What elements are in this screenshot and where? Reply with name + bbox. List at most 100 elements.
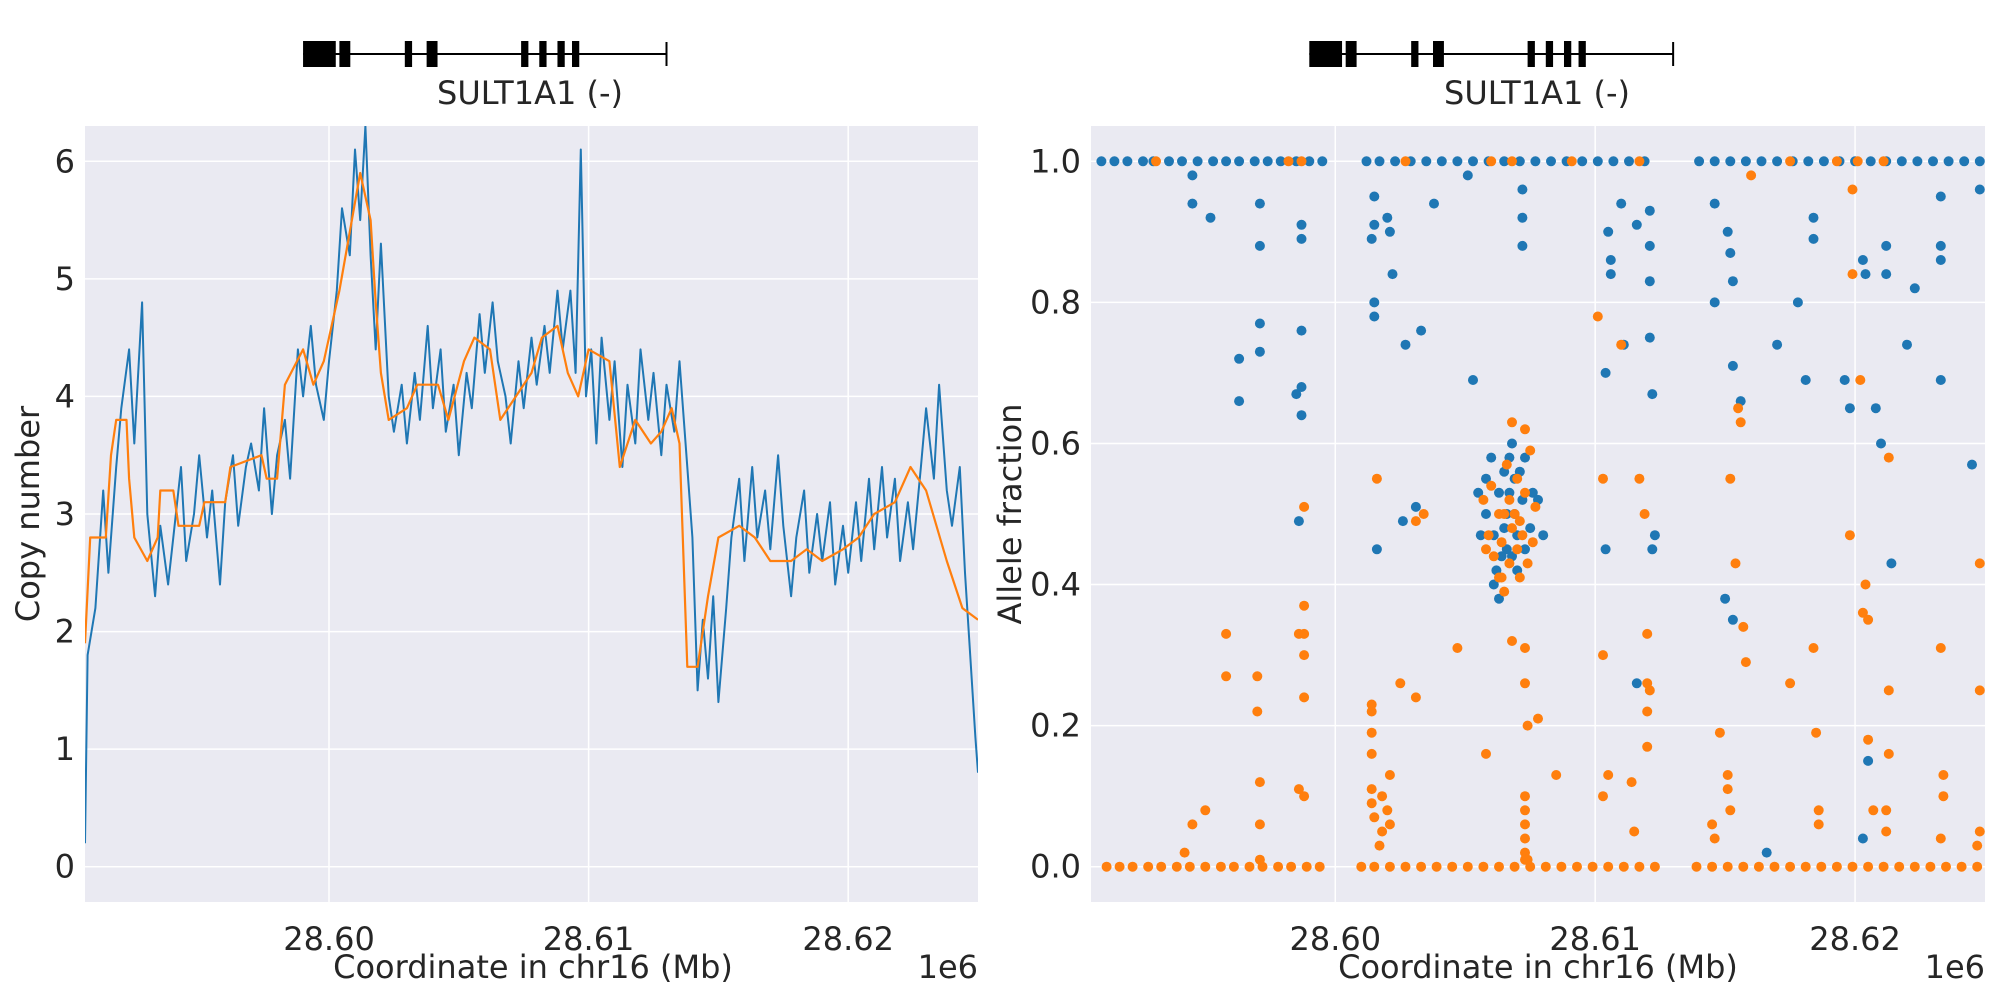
x-tick-label: 28.62 xyxy=(802,920,894,958)
data-point xyxy=(1462,861,1473,872)
data-point xyxy=(1725,156,1736,167)
data-point xyxy=(1252,671,1263,682)
data-point xyxy=(1735,417,1746,428)
data-point xyxy=(1818,156,1829,167)
data-point xyxy=(1096,156,1107,167)
gene-exon xyxy=(557,41,565,67)
allele-fraction-panel: SULT1A1 (-) 28.60 28.61 28.62 0.0 0.2 0.4 0.6 0… xyxy=(991,41,1985,986)
data-point xyxy=(1746,170,1757,181)
data-point xyxy=(1974,184,1985,195)
data-point xyxy=(1709,156,1720,167)
data-point xyxy=(1522,720,1533,731)
data-point xyxy=(1314,861,1325,872)
data-point xyxy=(1512,473,1523,484)
gene-exon xyxy=(339,41,351,67)
data-point xyxy=(1192,156,1203,167)
data-point xyxy=(1299,650,1310,661)
data-point xyxy=(1496,537,1507,548)
data-point xyxy=(1881,805,1892,816)
data-point xyxy=(1707,861,1718,872)
data-point xyxy=(1151,156,1161,167)
data-point xyxy=(1727,276,1738,287)
data-point xyxy=(1912,156,1923,167)
data-point xyxy=(1488,551,1499,562)
gene-exon xyxy=(1433,41,1444,67)
data-point xyxy=(1616,198,1627,209)
data-point xyxy=(1647,389,1658,400)
data-point xyxy=(1538,530,1549,541)
data-point xyxy=(1808,643,1819,653)
tick-labels: 28.60 28.61 28.62 0.0 0.2 0.4 0.6 0.8 1.0 xyxy=(1030,142,1901,958)
series-line-1 xyxy=(85,171,978,668)
data-point xyxy=(1499,156,1510,167)
gene-exon xyxy=(1527,41,1535,67)
data-point xyxy=(1935,643,1946,653)
series-line-0 xyxy=(85,126,978,844)
data-point xyxy=(1481,544,1491,555)
data-point xyxy=(1293,516,1304,527)
data-point xyxy=(1215,861,1226,872)
data-point xyxy=(1509,509,1520,519)
data-point xyxy=(1254,854,1265,865)
data-point xyxy=(1512,544,1523,555)
data-point xyxy=(1649,530,1660,541)
data-point xyxy=(1608,156,1619,167)
data-point xyxy=(1863,614,1874,625)
y-tick-label: 0.0 xyxy=(1030,848,1081,886)
data-point xyxy=(1234,396,1245,407)
data-point xyxy=(1785,861,1796,872)
data-point xyxy=(1366,706,1377,717)
gene-model-icon xyxy=(1309,41,1675,67)
data-point xyxy=(1299,501,1310,512)
data-point xyxy=(1400,861,1411,872)
data-point xyxy=(1384,226,1395,237)
data-point xyxy=(1249,156,1260,167)
data-point xyxy=(1481,509,1491,519)
data-point xyxy=(1296,325,1307,336)
data-point xyxy=(1504,494,1515,505)
gene-label: SULT1A1 (-) xyxy=(437,74,623,112)
data-point xyxy=(1600,367,1611,378)
data-point xyxy=(1397,516,1408,527)
data-point xyxy=(1909,861,1920,872)
data-point xyxy=(1200,805,1211,816)
data-point xyxy=(1881,240,1892,251)
data-point xyxy=(1291,389,1302,400)
data-point xyxy=(1727,360,1738,371)
data-point xyxy=(1101,861,1112,872)
data-point xyxy=(1371,473,1382,484)
data-point xyxy=(1501,459,1512,470)
data-point xyxy=(1644,332,1655,343)
data-point xyxy=(1598,791,1608,802)
data-point xyxy=(1164,156,1174,167)
y-tick-label: 0.2 xyxy=(1030,707,1081,745)
data-point xyxy=(1429,198,1439,209)
data-point xyxy=(1753,861,1764,872)
data-point xyxy=(1504,558,1515,569)
data-point xyxy=(1733,403,1744,414)
data-point xyxy=(1177,156,1187,167)
y-tick-label: 1.0 xyxy=(1030,142,1081,180)
data-point xyxy=(1870,403,1881,414)
data-point xyxy=(1533,713,1543,724)
data-point xyxy=(1356,861,1367,872)
data-point xyxy=(1808,212,1819,223)
data-point xyxy=(1941,861,1951,872)
data-point xyxy=(1844,530,1855,541)
data-point xyxy=(1462,170,1473,181)
data-point xyxy=(1520,544,1530,555)
data-point xyxy=(1556,861,1567,872)
data-point xyxy=(1156,861,1167,872)
data-point xyxy=(1494,861,1504,872)
data-point xyxy=(1881,269,1892,280)
data-point xyxy=(1496,551,1507,562)
data-point xyxy=(1967,459,1977,470)
data-point xyxy=(1800,861,1811,872)
data-point xyxy=(1382,805,1393,816)
data-point xyxy=(1382,212,1393,223)
gene-model-icon xyxy=(303,41,668,67)
data-point xyxy=(1813,819,1824,830)
data-point xyxy=(1642,706,1653,717)
y-tick-label: 0.6 xyxy=(1030,424,1081,462)
data-point xyxy=(1785,678,1796,689)
